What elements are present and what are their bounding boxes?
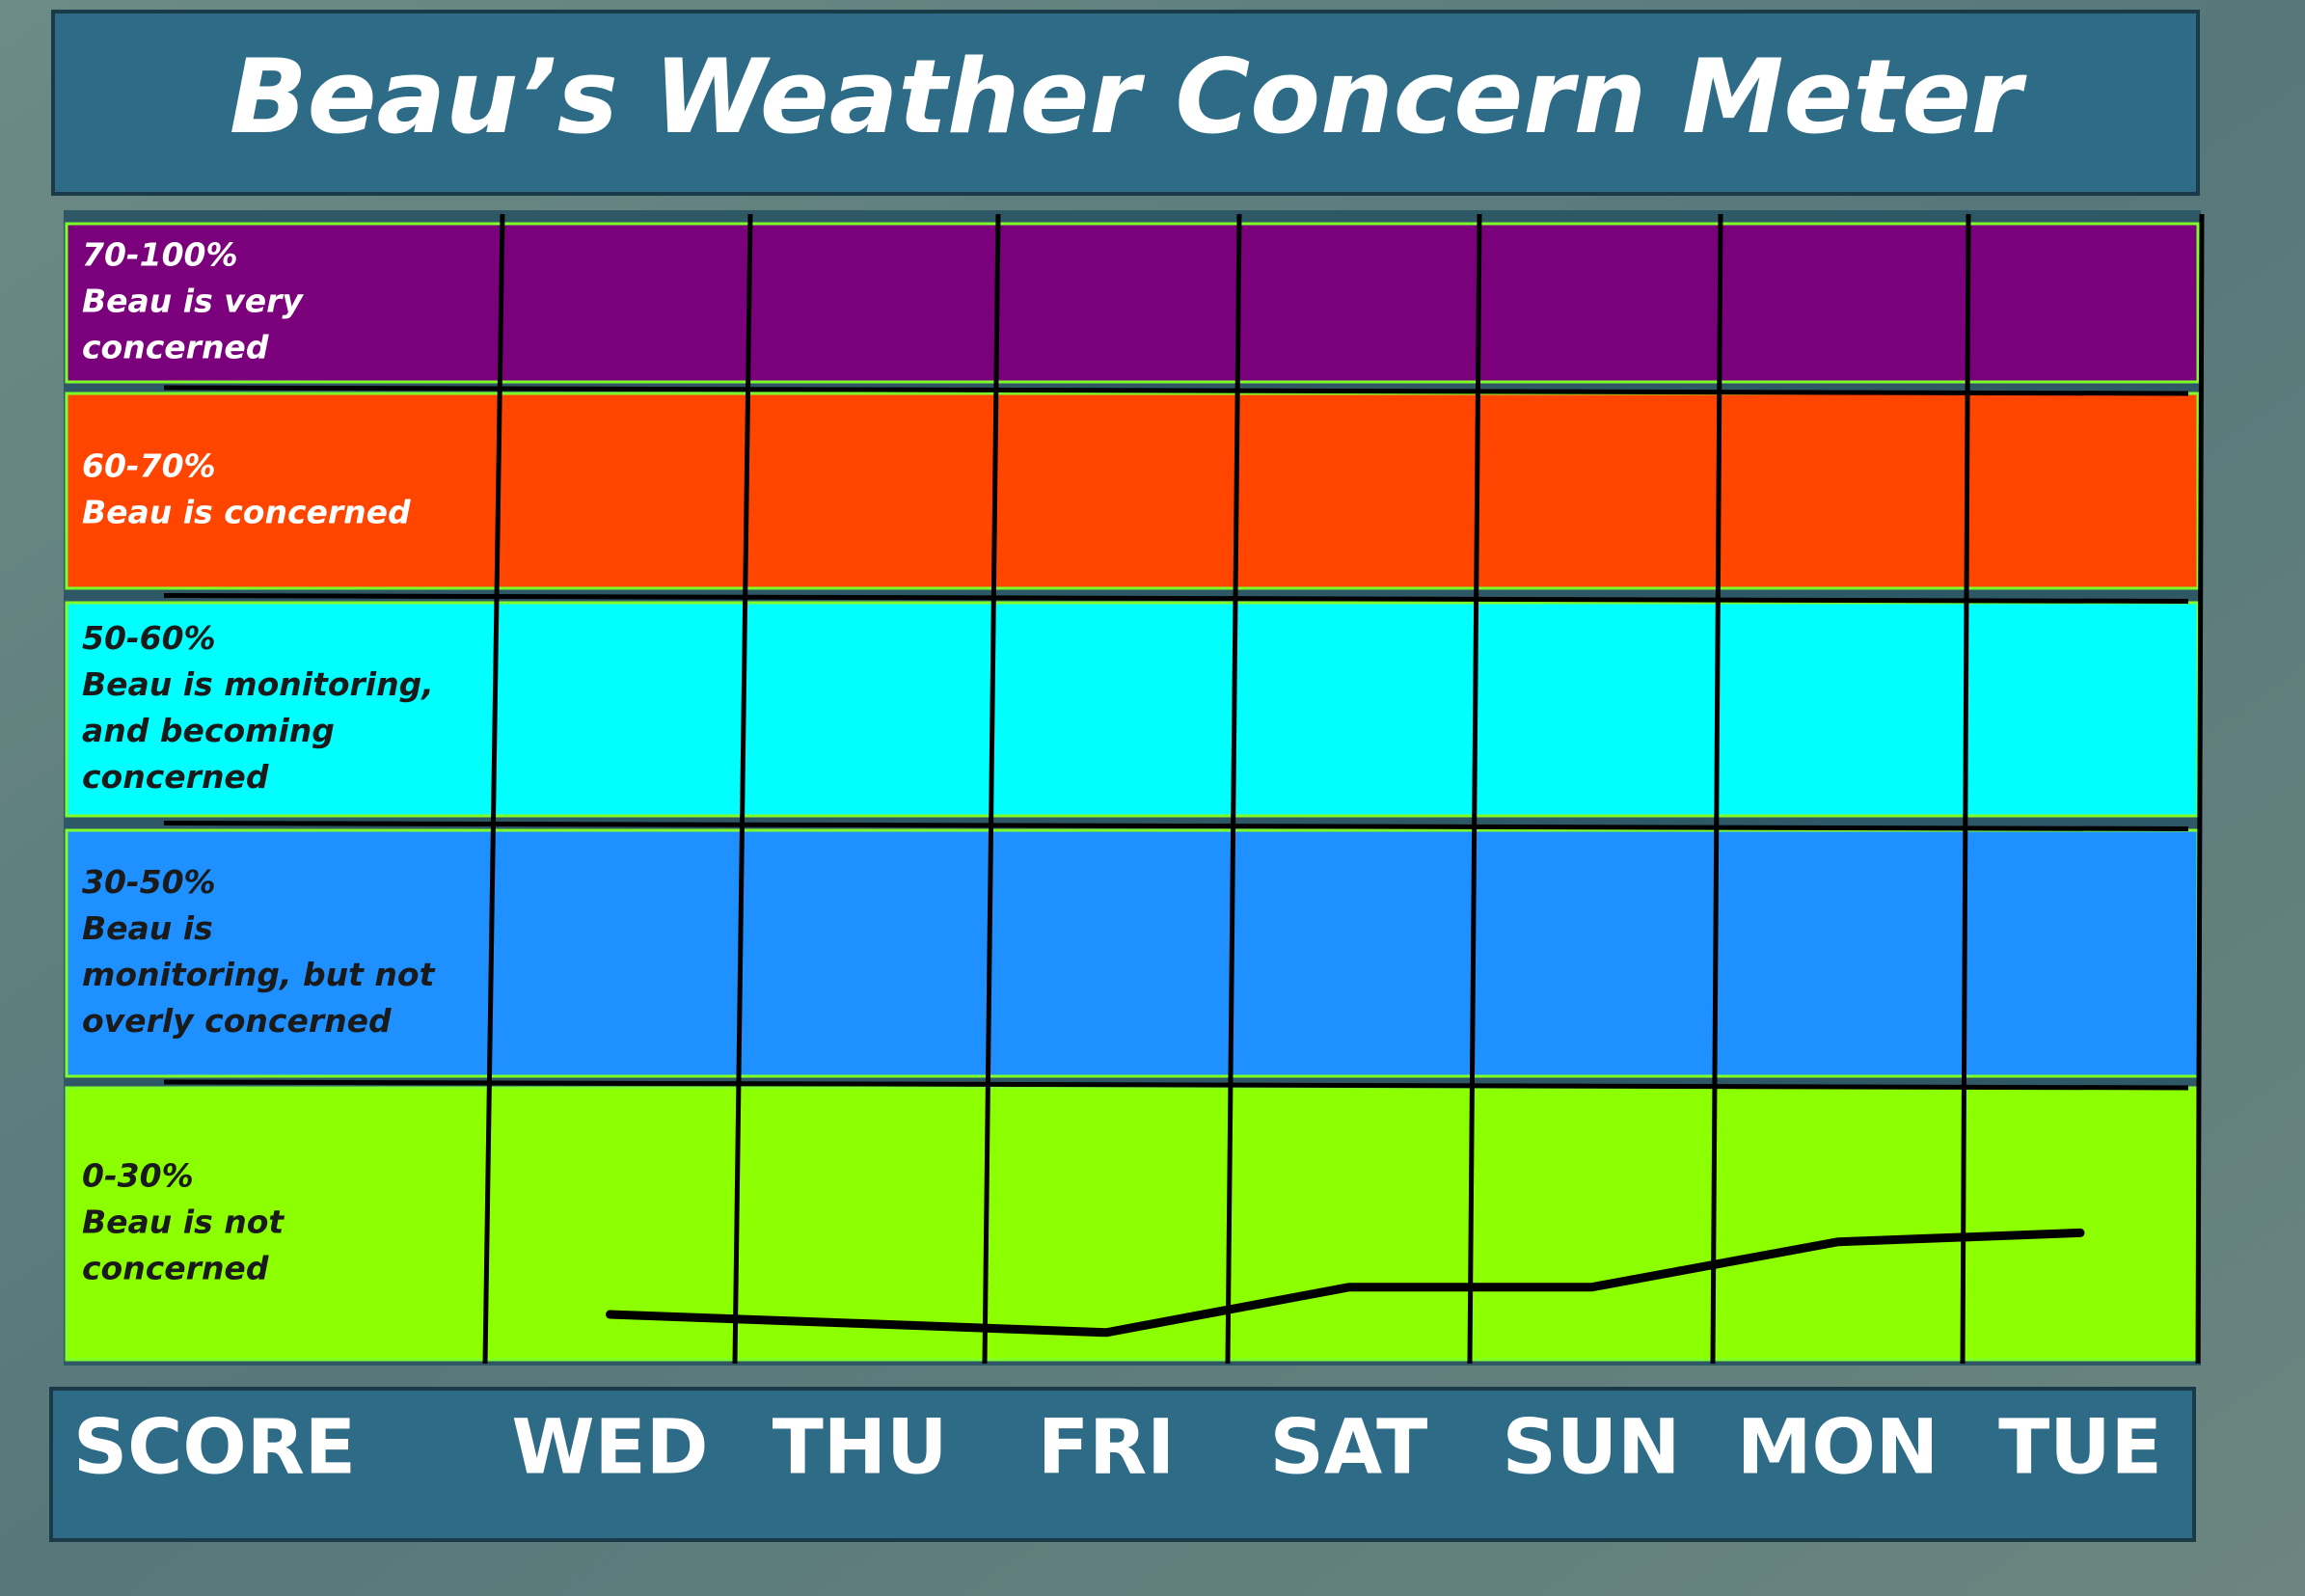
band-description: concerned [82, 758, 269, 796]
column-line [982, 213, 1001, 1365]
band [65, 1086, 2200, 1362]
column-line [1225, 213, 1242, 1365]
band [65, 392, 2200, 590]
x-tick-label: MON [1737, 1404, 1939, 1491]
column-line [482, 213, 505, 1365]
column-line [1467, 213, 1482, 1365]
column-line [1960, 213, 1971, 1365]
band [65, 828, 2200, 1078]
band-description: Beau is monitoring, [82, 665, 434, 703]
band-description: concerned [82, 1250, 269, 1287]
x-tick-label: FRI [1038, 1404, 1175, 1491]
grid-line [163, 593, 2189, 604]
band-description: concerned [82, 329, 269, 366]
x-tick-label: TUE [1998, 1404, 2162, 1491]
x-tick-label: SUN [1503, 1404, 1681, 1491]
grid-line [163, 1079, 2189, 1091]
band-description: and becoming [82, 712, 335, 749]
band-description: monitoring, but not [82, 956, 436, 993]
band-description: overly concerned [82, 1002, 392, 1040]
band-range: 30-50% [82, 863, 216, 901]
band-range: 50-60% [82, 619, 216, 657]
x-tick-label: SAT [1270, 1404, 1428, 1491]
band-description: Beau is concerned [82, 494, 411, 531]
grid-line [163, 821, 2189, 831]
band-description: Beau is [82, 909, 213, 947]
score-line [606, 1228, 2085, 1338]
band [65, 601, 2200, 818]
band-range: 0-30% [82, 1157, 194, 1195]
chart-title: Beau’s Weather Concern Meter [230, 38, 2027, 156]
x-tick-label: THU [773, 1404, 948, 1491]
x-tick-label: WED [511, 1404, 708, 1491]
column-line [1710, 213, 1723, 1365]
band-range: 60-70% [82, 447, 216, 485]
band-description: Beau is very [82, 283, 304, 320]
column-line [2195, 213, 2205, 1365]
band-range: 70-100% [82, 236, 238, 274]
column-line [732, 213, 753, 1365]
title-box [51, 10, 2200, 196]
band-description: Beau is not [82, 1204, 285, 1241]
axis-box [49, 1387, 2196, 1542]
x-axis-label: SCORE [73, 1404, 356, 1491]
band [65, 222, 2200, 384]
